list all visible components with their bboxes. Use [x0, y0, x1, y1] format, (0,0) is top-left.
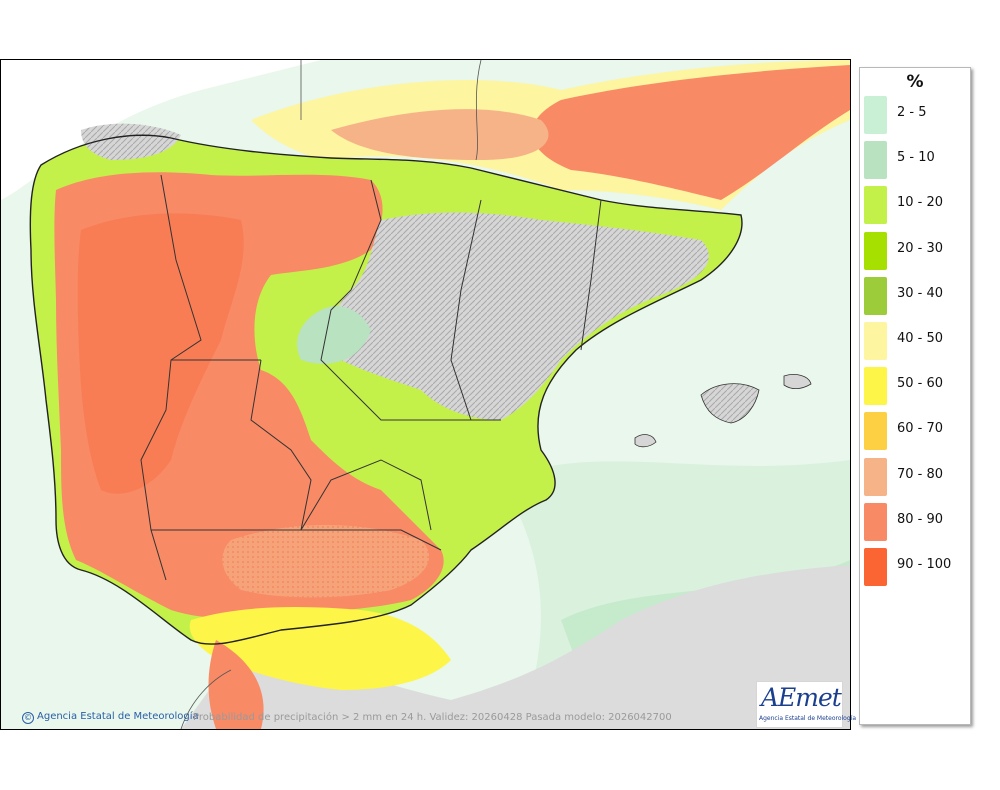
legend-swatch — [864, 141, 887, 180]
legend-label: 90 - 100 — [897, 557, 952, 572]
legend-item: 80 - 90 — [864, 501, 968, 541]
agency-credit: © Agencia Estatal de Meteorología — [22, 711, 199, 724]
alboran-high-probability — [208, 640, 264, 729]
legend-label: 40 - 50 — [897, 331, 944, 346]
copyright-icon: © — [22, 712, 34, 724]
legend-item: 90 - 100 — [864, 546, 968, 586]
legend-label: 60 - 70 — [897, 421, 944, 437]
legend-swatch — [864, 502, 887, 541]
legend-item: 60 - 70 — [864, 410, 968, 451]
legend-swatch — [864, 412, 887, 451]
legend-label: 50 - 60 — [897, 376, 944, 392]
precipitation-probability-map — [0, 59, 851, 730]
menorca-island — [783, 374, 812, 390]
legend-label: 2 - 5 — [897, 105, 927, 120]
legend-swatch — [864, 231, 887, 270]
western-core-area — [77, 213, 244, 494]
legend-item: 40 - 50 — [864, 320, 968, 360]
legend-swatch — [864, 457, 887, 496]
legend-item: 70 - 80 — [864, 456, 968, 496]
legend-swatch — [864, 186, 887, 225]
legend-label: 80 - 90 — [897, 511, 944, 527]
cantabrian-relief — [81, 123, 181, 160]
legend-item: 2 - 5 — [864, 94, 968, 134]
legend-label: 70 - 80 — [897, 466, 944, 482]
bay-biscay-orange-patch — [331, 109, 549, 160]
legend-swatch — [864, 367, 887, 406]
western-high-probability-area — [54, 172, 444, 619]
legend-item: 50 - 60 — [864, 365, 968, 406]
credit-text: Agencia Estatal de Meteorología — [37, 711, 199, 722]
ibiza-island — [634, 434, 657, 448]
legend-title: % — [906, 72, 924, 92]
coastline — [29, 134, 743, 645]
legend-item: 5 - 10 — [864, 139, 968, 180]
southern-yellow-band — [189, 607, 452, 690]
aemet-logo: AEmet Agencia Estatal de Meteorología — [756, 681, 856, 728]
legend-panel: % 2 - 5 5 - 10 10 - 20 20 - 30 30 - 40 40 - 5… — [859, 67, 971, 725]
northeast-low-probability-relief — [330, 212, 709, 420]
legend-swatch — [864, 276, 887, 315]
legend-label: 30 - 40 — [897, 285, 944, 301]
region-borders — [140, 174, 602, 581]
betic-range-area — [222, 525, 430, 598]
map-caption: Probabilidad de precipitación > 2 mm en … — [193, 712, 672, 723]
legend-label: 20 - 30 — [897, 240, 944, 256]
legend-label: 10 - 20 — [897, 195, 944, 211]
legend-item: 20 - 30 — [864, 230, 968, 270]
central-system-green-area — [297, 306, 371, 364]
gulf-of-lion-high-probability — [532, 65, 850, 200]
logo-mark: AEmet — [761, 683, 842, 712]
logo-subtitle: Agencia Estatal de Meteorología — [759, 715, 856, 722]
legend-item: 10 - 20 — [864, 184, 968, 225]
country-borders — [180, 60, 482, 729]
legend-label: 5 - 10 — [897, 150, 935, 166]
legend-swatch — [864, 322, 887, 360]
mallorca-island — [700, 383, 760, 424]
legend-swatch — [864, 548, 887, 586]
legend-swatch — [864, 96, 887, 134]
map-canvas — [1, 60, 850, 729]
legend-item: 30 - 40 — [864, 275, 968, 315]
